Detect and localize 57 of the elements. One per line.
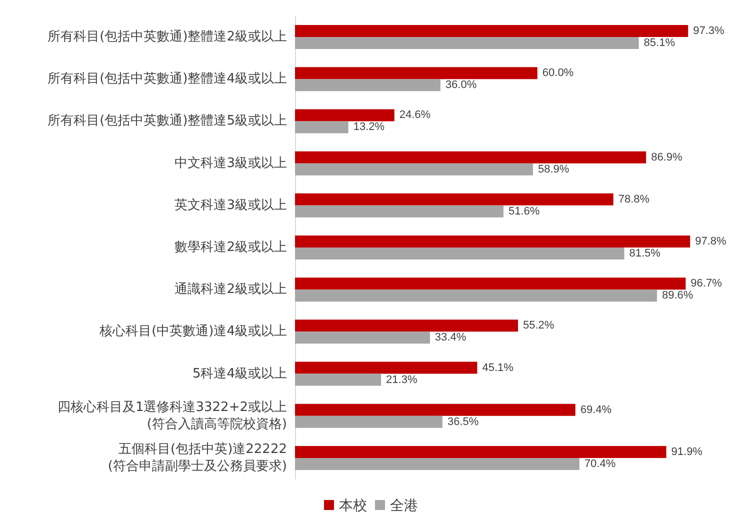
data-label: 86.9% xyxy=(651,151,682,164)
bar xyxy=(295,121,348,134)
bar xyxy=(295,362,478,374)
data-label: 33.4% xyxy=(434,332,466,344)
data-label: 45.1% xyxy=(482,362,514,374)
legend-label: 本校 xyxy=(339,497,367,513)
data-label: 60.0% xyxy=(542,67,574,80)
data-label: 21.3% xyxy=(386,374,418,386)
data-label: 36.0% xyxy=(445,79,477,92)
y-tick-label: 核心科目(中英數通)達4級或以上 xyxy=(98,323,287,340)
y-tick-label: 五個科目(包括中英)達22222 (符合申請副學士及公務員要求) xyxy=(108,442,287,474)
data-label: 58.9% xyxy=(538,163,570,176)
data-label: 97.3% xyxy=(693,25,724,38)
data-label: 70.4% xyxy=(584,458,616,470)
bar xyxy=(295,416,442,428)
data-label: 96.7% xyxy=(690,278,722,290)
bar xyxy=(295,37,639,50)
data-label: 81.5% xyxy=(629,248,661,260)
data-label: 13.2% xyxy=(353,121,385,134)
y-tick-label: 通識科達2級或以上 xyxy=(174,282,287,298)
bar xyxy=(295,374,382,386)
y-tick-label: 英文科達3級或以上 xyxy=(174,198,287,213)
legend-label: 全港 xyxy=(390,497,418,513)
data-label: 78.8% xyxy=(618,193,650,206)
bar xyxy=(295,446,666,458)
y-tick-label: 數學科達2級或以上 xyxy=(174,240,287,255)
y-tick-label: 所有科目(包括中英數通)整體達2級或以上 xyxy=(48,30,287,45)
bar xyxy=(295,109,394,122)
data-label: 51.6% xyxy=(508,205,540,218)
bar xyxy=(295,458,580,470)
data-label: 89.6% xyxy=(662,290,694,302)
data-label: 55.2% xyxy=(523,320,554,332)
bar xyxy=(295,236,690,248)
bar xyxy=(295,67,538,80)
bar xyxy=(295,320,518,332)
bar xyxy=(295,163,533,176)
bar xyxy=(295,193,614,206)
y-tick-label: 所有科目(包括中英數通)整體達5級或以上 xyxy=(48,114,287,129)
bar xyxy=(295,332,430,344)
bar xyxy=(295,278,686,290)
bar xyxy=(295,151,646,164)
data-label: 24.6% xyxy=(399,109,431,122)
data-label: 97.8% xyxy=(695,236,727,248)
bar xyxy=(295,205,504,218)
y-tick-label: 5科達4級或以上 xyxy=(192,366,287,382)
bar xyxy=(295,25,688,38)
data-label: 69.4% xyxy=(580,404,612,416)
bar xyxy=(295,248,624,260)
bar xyxy=(295,79,440,92)
y-tick-label: 中文科達3級或以上 xyxy=(174,156,287,171)
bar xyxy=(295,290,657,302)
data-label: 85.1% xyxy=(644,37,676,50)
bar xyxy=(295,404,576,416)
y-tick-label: 所有科目(包括中英數通)整體達4級或以上 xyxy=(48,72,287,87)
data-label: 36.5% xyxy=(447,416,479,428)
data-label: 91.9% xyxy=(671,446,703,458)
y-tick-label: 四核心科目及1選修科達3322+2或以上 (符合入讀高等院校資格) xyxy=(57,398,287,432)
